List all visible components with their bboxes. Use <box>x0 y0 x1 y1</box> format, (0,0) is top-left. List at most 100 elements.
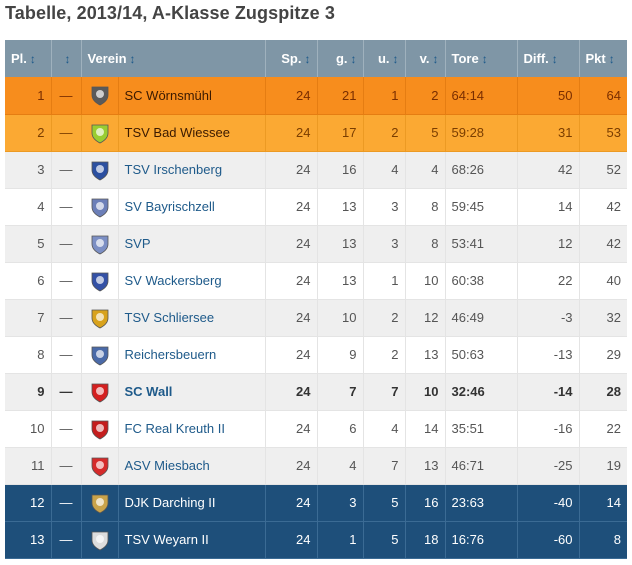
losses-cell: 13 <box>405 447 446 485</box>
wins-cell: 16 <box>317 151 364 189</box>
games-cell: 24 <box>265 188 318 226</box>
club-name-link[interactable]: FC Real Kreuth II <box>118 410 266 448</box>
position-cell: 11 <box>5 447 52 485</box>
points-cell: 42 <box>579 188 627 226</box>
points-cell: 64 <box>579 77 627 115</box>
goal-diff-cell: 50 <box>517 77 580 115</box>
position-cell: 13 <box>5 521 52 559</box>
goals-cell: 32:46 <box>445 373 518 411</box>
table-row[interactable]: 13— TSV Weyarn II 24 1 5 18 16:76 -60 8 <box>5 521 627 559</box>
table-row[interactable]: 10— FC Real Kreuth II 24 6 4 14 35:51 -16 22 <box>5 410 627 448</box>
draws-cell: 3 <box>363 225 406 263</box>
table-row[interactable]: 1— SC Wörnsmühl 24 21 1 2 64:14 50 64 <box>5 77 627 115</box>
table-row[interactable]: 11— ASV Miesbach 24 4 7 13 46:71 -25 19 <box>5 447 627 485</box>
table-row[interactable]: 3— TSV Irschenberg 24 16 4 4 68:26 42 52 <box>5 151 627 189</box>
table-row[interactable]: 6— SV Wackersberg 24 13 1 10 60:38 22 40 <box>5 262 627 300</box>
games-cell: 24 <box>265 114 318 152</box>
wins-cell: 13 <box>317 262 364 300</box>
club-crest-cell <box>81 299 119 337</box>
trend-indicator: — <box>51 484 82 522</box>
club-name-link[interactable]: TSV Irschenberg <box>118 151 266 189</box>
col-header-tore[interactable]: Tore ↕ <box>445 40 518 77</box>
col-header-v[interactable]: v. ↕ <box>405 40 446 77</box>
club-name-link[interactable]: TSV Weyarn II <box>118 521 266 559</box>
trend-indicator: — <box>51 447 82 485</box>
table-row[interactable]: 7— TSV Schliersee 24 10 2 12 46:49 -3 32 <box>5 299 627 337</box>
table-row[interactable]: 5— SVP 24 13 3 8 53:41 12 42 <box>5 225 627 263</box>
club-crest-icon <box>91 309 108 328</box>
club-name-link[interactable]: TSV Bad Wiessee <box>118 114 266 152</box>
games-cell: 24 <box>265 447 318 485</box>
col-header-u[interactable]: u. ↕ <box>363 40 406 77</box>
col-header-diff[interactable]: Diff. ↕ <box>517 40 580 77</box>
club-crest-cell <box>81 484 119 522</box>
draws-cell: 4 <box>363 410 406 448</box>
club-name-link[interactable]: DJK Darching II <box>118 484 266 522</box>
table-row[interactable]: 2— TSV Bad Wiessee 24 17 2 5 59:28 31 53 <box>5 114 627 152</box>
losses-cell: 10 <box>405 373 446 411</box>
page-title: Tabelle, 2013/14, A-Klasse Zugspitze 3 <box>5 3 335 23</box>
club-crest-cell <box>81 188 119 226</box>
club-crest-icon <box>91 161 108 180</box>
losses-cell: 14 <box>405 410 446 448</box>
sort-arrows-icon: ↕ <box>392 52 399 66</box>
table-body: 1— SC Wörnsmühl 24 21 1 2 64:14 50 64 2 — TSV Bad W… <box>5 77 627 559</box>
goals-cell: 35:51 <box>445 410 518 448</box>
club-name-link[interactable]: SC Wall <box>118 373 266 411</box>
wins-cell: 13 <box>317 188 364 226</box>
wins-cell: 9 <box>317 336 364 374</box>
club-name-link[interactable]: SC Wörnsmühl <box>118 77 266 115</box>
trend-indicator: — <box>51 410 82 448</box>
club-name-link[interactable]: ASV Miesbach <box>118 447 266 485</box>
goal-diff-cell: -25 <box>517 447 580 485</box>
club-crest-icon <box>91 124 108 143</box>
trend-indicator: — <box>51 188 82 226</box>
goals-cell: 59:45 <box>445 188 518 226</box>
league-table: Pl. ↕ ↕ Verein ↕ Sp. ↕ g. ↕ u. ↕ v. ↕ Tore ↕ Di… <box>5 40 627 559</box>
goal-diff-cell: 22 <box>517 262 580 300</box>
table-row[interactable]: 9— SC Wall 24 7 7 10 32:46 -14 28 <box>5 373 627 411</box>
points-cell: 53 <box>579 114 627 152</box>
table-row[interactable]: 12— DJK Darching II 24 3 5 16 23:63 -40 14 <box>5 484 627 522</box>
goals-cell: 46:49 <box>445 299 518 337</box>
col-header-verein[interactable]: Verein ↕ <box>81 40 266 77</box>
club-crest-icon <box>91 531 108 550</box>
col-header-sp[interactable]: Sp. ↕ <box>265 40 318 77</box>
wins-cell: 10 <box>317 299 364 337</box>
club-name-link[interactable]: SV Wackersberg <box>118 262 266 300</box>
table-row[interactable]: 4— SV Bayrischzell 24 13 3 8 59:45 14 42 <box>5 188 627 226</box>
games-cell: 24 <box>265 336 318 374</box>
losses-cell: 10 <box>405 262 446 300</box>
club-crest-icon <box>91 198 108 217</box>
goal-diff-cell: 14 <box>517 188 580 226</box>
col-header-g[interactable]: g. ↕ <box>317 40 364 77</box>
losses-cell: 4 <box>405 151 446 189</box>
col-header-pl[interactable]: Pl. ↕ <box>5 40 52 77</box>
trend-indicator: — <box>51 336 82 374</box>
wins-cell: 3 <box>317 484 364 522</box>
position-cell: 6 <box>5 262 52 300</box>
club-name-link[interactable]: TSV Schliersee <box>118 299 266 337</box>
trend-indicator: — <box>51 114 82 152</box>
trend-indicator: — <box>51 262 82 300</box>
goals-cell: 64:14 <box>445 77 518 115</box>
games-cell: 24 <box>265 225 318 263</box>
col-header-pkt[interactable]: Pkt ↕ <box>585 51 615 66</box>
club-crest-icon <box>91 457 108 476</box>
goal-diff-cell: -13 <box>517 336 580 374</box>
club-name-link[interactable]: SVP <box>118 225 266 263</box>
club-crest-icon <box>91 383 108 402</box>
points-cell: 29 <box>579 336 627 374</box>
club-name-link[interactable]: SV Bayrischzell <box>118 188 266 226</box>
col-header-trend[interactable]: ↕ <box>51 40 82 77</box>
goals-cell: 60:38 <box>445 262 518 300</box>
draws-cell: 2 <box>363 336 406 374</box>
table-row[interactable]: 8— Reichersbeuern 24 9 2 13 50:63 -13 29 <box>5 336 627 374</box>
sort-arrows-icon: ↕ <box>29 52 36 66</box>
club-name-link[interactable]: Reichersbeuern <box>118 336 266 374</box>
trend-indicator: — <box>51 299 82 337</box>
club-crest-cell <box>81 521 119 559</box>
points-cell: 52 <box>579 151 627 189</box>
club-crest-cell <box>81 225 119 263</box>
wins-cell: 7 <box>317 373 364 411</box>
